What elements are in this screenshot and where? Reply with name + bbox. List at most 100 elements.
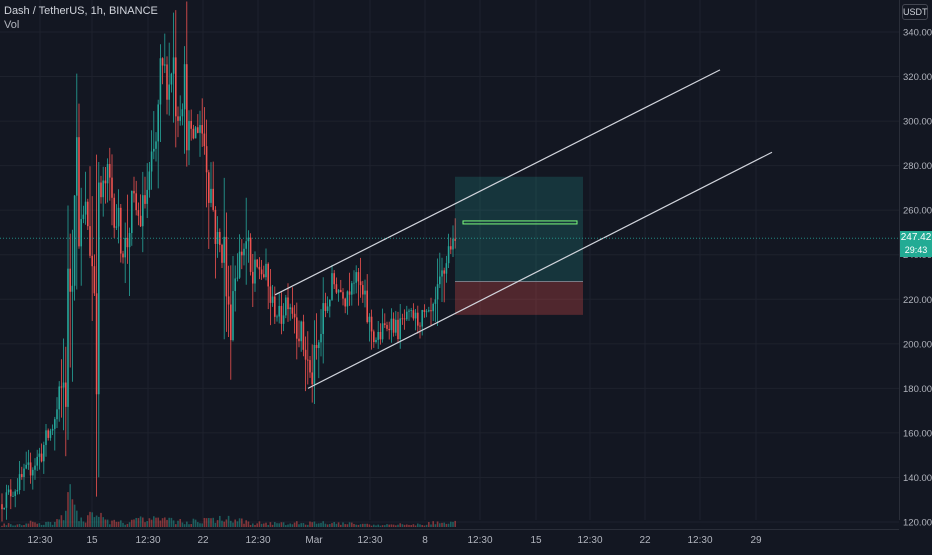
time-tick-label: 12:30 xyxy=(245,535,270,546)
volume-bar xyxy=(23,524,25,527)
candle-body xyxy=(14,491,16,496)
volume-bar xyxy=(430,524,432,527)
volume-bar xyxy=(148,518,151,527)
candles xyxy=(1,1,456,522)
candle-body xyxy=(40,453,43,462)
volume-bar xyxy=(87,515,89,527)
candle-body xyxy=(302,321,305,350)
lower-channel-line xyxy=(307,151,773,389)
candle-body xyxy=(27,462,30,465)
candle-body xyxy=(106,164,109,184)
candle-body xyxy=(322,303,324,334)
volume-bar xyxy=(381,525,384,527)
candle-body xyxy=(164,64,166,66)
volume-bar xyxy=(403,524,406,527)
candle-body xyxy=(271,296,274,303)
volume-bar xyxy=(67,492,69,527)
chart-drawings[interactable] xyxy=(274,69,773,389)
candle-body xyxy=(313,344,316,385)
candle-body xyxy=(113,197,115,228)
price-tick-label: 120.00 xyxy=(903,518,932,529)
candle-body xyxy=(12,495,14,497)
candle-body xyxy=(142,195,144,227)
candle-body xyxy=(403,318,406,320)
volume-bar xyxy=(104,519,107,527)
volume-bar xyxy=(311,522,313,527)
volume-bar xyxy=(434,524,437,527)
candle-body xyxy=(91,255,93,267)
long-position-stop-zone xyxy=(455,281,583,315)
time-axis[interactable]: 12:30 15 12:30 22 12:30 Mar 12:30 8 12:30 15 12:30… xyxy=(27,535,762,546)
candle-body xyxy=(100,182,102,198)
candle-body xyxy=(186,64,188,151)
volume-bar xyxy=(245,520,247,527)
candle-body xyxy=(89,226,91,256)
candle-body xyxy=(454,238,456,241)
volume-bar xyxy=(205,518,208,527)
candle-body xyxy=(29,462,32,476)
volume-bar xyxy=(408,524,410,527)
candle-body xyxy=(397,319,399,340)
target-line xyxy=(462,220,578,225)
candle-body xyxy=(38,453,41,457)
volume-bar xyxy=(298,524,300,527)
candle-body xyxy=(69,268,71,292)
volume-bar xyxy=(124,524,126,527)
candle-body xyxy=(344,298,346,307)
volume-bar xyxy=(225,519,228,527)
candle-body xyxy=(47,430,49,438)
candle-body xyxy=(223,236,225,263)
volume-bar xyxy=(159,520,162,527)
price-axis[interactable]: 340.00320.00300.00280.00260.00240.00220.… xyxy=(903,28,932,529)
candle-body xyxy=(208,172,210,203)
candle-body xyxy=(49,430,52,438)
price-tick-label: 320.00 xyxy=(903,72,932,83)
candle-body xyxy=(5,492,8,508)
candle-body xyxy=(159,58,162,105)
candle-body xyxy=(243,248,245,256)
volume-bar xyxy=(241,518,243,527)
candle-body xyxy=(146,189,148,204)
volume-bar xyxy=(210,518,212,527)
candle-body xyxy=(315,344,318,349)
volume-bar xyxy=(390,524,393,527)
volume-bar xyxy=(439,523,441,527)
volume-bar xyxy=(62,520,65,527)
volume-bar xyxy=(276,523,278,527)
volume-bar xyxy=(47,521,49,527)
time-tick-label: 15 xyxy=(86,535,98,546)
volume-bar xyxy=(388,524,390,527)
volume-bar xyxy=(230,520,232,527)
volume-bar xyxy=(150,519,153,527)
price-tick-label: 220.00 xyxy=(903,295,932,306)
volume-bar xyxy=(95,515,98,527)
volume-bar xyxy=(5,525,8,527)
candle-body xyxy=(412,310,415,319)
candle-body xyxy=(10,489,12,497)
candle-body xyxy=(109,164,111,178)
candle-body xyxy=(58,386,60,410)
volume-bar xyxy=(329,523,331,527)
candle-body xyxy=(234,278,236,292)
candle-body xyxy=(419,325,421,327)
candle-body xyxy=(214,209,217,244)
volume-bar xyxy=(263,523,265,527)
currency-button[interactable]: USDT xyxy=(902,4,928,20)
candle-body xyxy=(450,246,452,250)
volume-bar xyxy=(401,524,404,527)
candle-body xyxy=(436,284,439,300)
volume-bar xyxy=(14,525,16,527)
candle-body xyxy=(307,359,309,361)
candle-body xyxy=(379,332,382,340)
candle-body xyxy=(425,311,428,313)
volume-bar xyxy=(289,523,291,527)
candle-body xyxy=(326,306,329,311)
volume-bar xyxy=(71,499,74,527)
volume-bar xyxy=(49,522,52,527)
candle-body xyxy=(236,277,239,279)
candle-body xyxy=(212,188,214,210)
candle-body xyxy=(194,127,197,139)
candle-body xyxy=(76,137,78,196)
